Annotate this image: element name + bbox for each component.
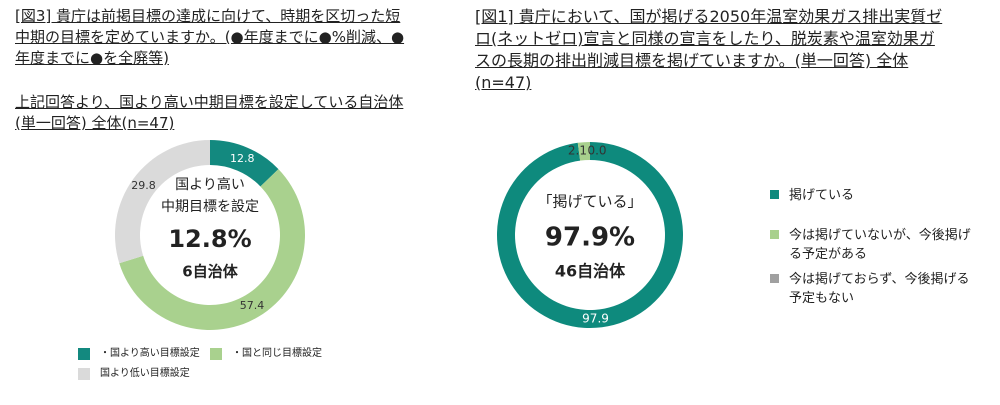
- center-text: 中期目標を設定: [161, 199, 259, 215]
- center-text: 12.8%: [168, 225, 251, 253]
- data-label: 97.9: [582, 311, 609, 325]
- legend-swatch: [78, 348, 90, 360]
- legend-label: ・国と同じ目標設定: [232, 348, 322, 359]
- legend-label: 国より低い目標設定: [100, 368, 190, 379]
- chart-subtitle: 上記回答より、国より高い中期目標を設定している自治体(単一回答) 全体(n=47…: [15, 93, 404, 132]
- legend-label: 今は掲げていないが、今後掲げる予定がある: [789, 228, 971, 262]
- data-label: 29.8: [131, 179, 156, 192]
- legend-label: ・国より高い目標設定: [100, 348, 200, 359]
- center-text: 6自治体: [182, 263, 238, 281]
- legend-swatch: [770, 274, 779, 283]
- donut-segment: [114, 140, 210, 264]
- legend-label: 今は掲げておらず、今後掲げる予定もない: [789, 272, 970, 306]
- chart-title: [図1] 貴庁において、国が掲げる2050年温室効果ガス排出実質ゼロ(ネットゼロ…: [475, 7, 943, 92]
- data-label: 2.1: [568, 144, 587, 158]
- center-text: 国より高い: [175, 176, 245, 193]
- donut-segment: [577, 142, 590, 161]
- center-text: 「掲げている」: [537, 193, 642, 211]
- legend-swatch: [210, 348, 222, 360]
- center-text: 97.9%: [545, 223, 635, 253]
- legend-swatch: [770, 230, 779, 239]
- data-label: 12.8: [230, 152, 255, 165]
- legend-swatch: [770, 190, 779, 199]
- data-label: 57.4: [240, 299, 265, 312]
- legend-label: 掲げている: [789, 188, 855, 203]
- data-label: 0.0: [587, 144, 606, 158]
- legend-swatch: [78, 368, 90, 380]
- donut-segment: [119, 169, 305, 330]
- donut-segment: [210, 140, 279, 187]
- center-text: 46自治体: [555, 262, 626, 281]
- chart-title: [図3] 貴庁は前掲目標の達成に向けて、時期を区切った短中期の目標を定めています…: [15, 7, 405, 67]
